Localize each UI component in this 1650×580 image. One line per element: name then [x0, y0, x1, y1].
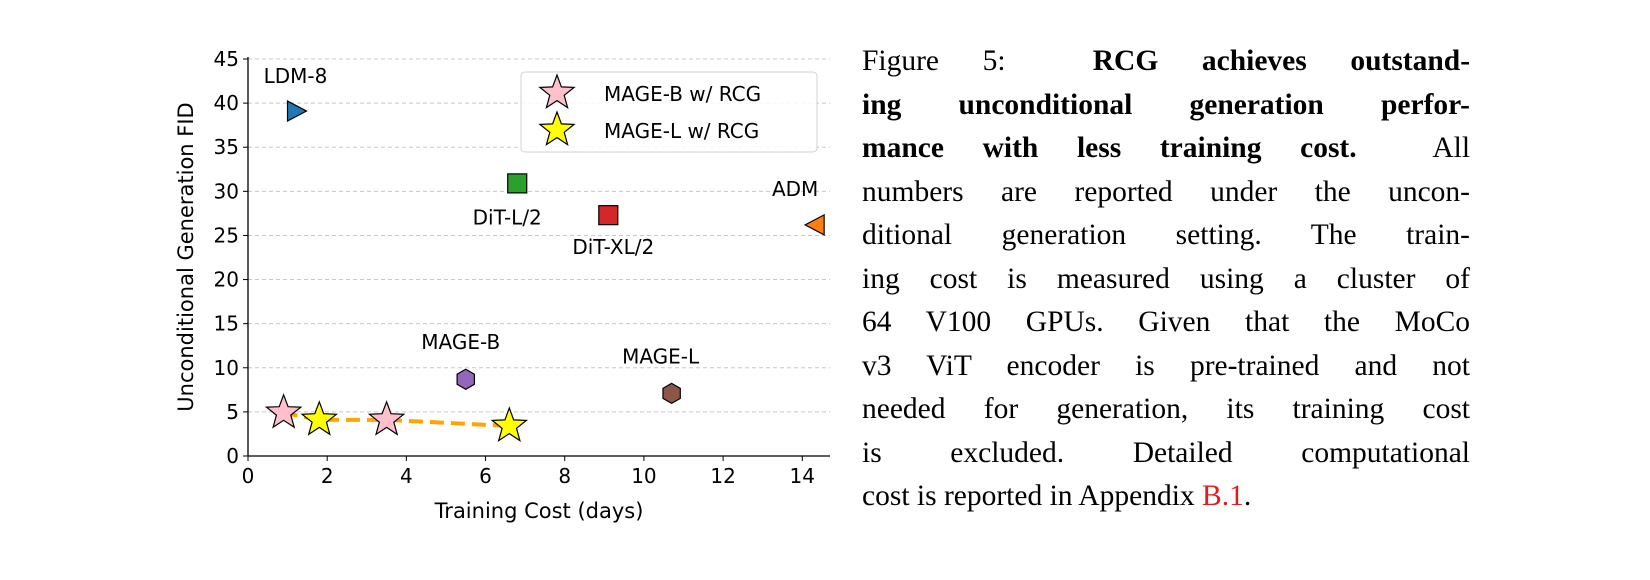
tick-labels: 0 5 10 15 20 25 30 35 40 45 0 2 4 6 8 10 12 14	[214, 47, 815, 488]
label-dit-xl-2: DiT-XL/2	[572, 235, 654, 259]
x-tick-label: 12	[710, 464, 735, 488]
label-ldm-8: LDM-8	[264, 64, 328, 88]
star-point-mage-l-rcg	[300, 400, 339, 436]
y-axis-label: Unconditional Generation FID	[174, 102, 198, 411]
figure-caption: Figure 5: RCG achieves outstand- ing unc…	[862, 40, 1470, 519]
marker-adm	[803, 213, 825, 236]
x-tick-label: 4	[400, 464, 413, 488]
y-tick-label: 40	[214, 91, 239, 115]
x-tick-label: 2	[321, 464, 334, 488]
marker-dit-l-2	[507, 173, 528, 194]
caption-text: ing cost is measured using a cluster of	[862, 262, 1470, 295]
caption-text: All	[1432, 132, 1471, 164]
y-tick-label: 20	[214, 268, 239, 292]
caption-text: numbers are reported under the uncon-	[862, 175, 1470, 208]
y-tick-label: 0	[226, 444, 239, 468]
y-tick-label: 30	[214, 179, 239, 203]
appendix-link[interactable]: B.1	[1202, 480, 1244, 512]
y-tick-label: 5	[226, 400, 239, 424]
axes	[243, 57, 830, 461]
trend-line	[283, 410, 510, 429]
legend-star-icon	[538, 73, 576, 109]
caption-text: ditional generation setting. The train-	[862, 219, 1470, 251]
caption-text: 64 V100 GPUs. Given that the MoCo	[862, 306, 1470, 338]
x-tick-label: 14	[790, 464, 815, 488]
data-marks: LDM-8 DiT-L/2 DiT-XL/2 ADM MAGE-B MAGE-L	[264, 64, 825, 442]
star-point-mage-l-rcg	[490, 406, 529, 442]
caption-text: is excluded. Detailed computational	[862, 436, 1470, 469]
y-tick-label: 25	[214, 223, 239, 247]
y-tick-label: 35	[214, 135, 239, 159]
scatter-chart: 0 5 10 15 20 25 30 35 40 45 0 2 4 6 8 10 12 14 LDM-8 DiT-L…	[174, 47, 830, 523]
caption-text: v3 ViT encoder is pre-trained and not	[862, 349, 1470, 382]
legend-label-mage-l-rcg: MAGE-L w/ RCG	[604, 119, 759, 143]
x-tick-label: 6	[479, 464, 492, 488]
caption-text: cost is reported in Appendix	[862, 480, 1195, 512]
x-tick-label: 8	[558, 464, 571, 488]
marker-ldm-8	[286, 100, 308, 123]
figure-label: Figure 5:	[862, 45, 1006, 77]
x-tick-label: 10	[631, 464, 656, 488]
label-adm: ADM	[772, 177, 818, 201]
caption-bold: ing unconditional generation perfor-	[862, 88, 1470, 121]
marker-mage-l	[662, 382, 681, 405]
legend: MAGE-B w/ RCG MAGE-L w/ RCG	[520, 71, 818, 153]
x-axis-label: Training Cost (days)	[434, 499, 644, 523]
caption-bold: mance with less training cost.	[862, 132, 1357, 164]
label-mage-b: MAGE-B	[421, 330, 500, 354]
caption-text: needed for generation, its training cost	[862, 393, 1470, 425]
y-tick-label: 45	[214, 47, 239, 71]
legend-star-icon	[538, 110, 576, 146]
label-mage-l: MAGE-L	[622, 344, 700, 368]
y-tick-label: 15	[214, 312, 239, 336]
marker-mage-b	[456, 368, 476, 390]
star-point-mage-b-rcg	[367, 400, 406, 436]
legend-label-mage-b-rcg: MAGE-B w/ RCG	[604, 82, 761, 106]
caption-text: .	[1243, 480, 1252, 512]
legend-box	[520, 71, 818, 153]
star-point-mage-b-rcg	[264, 393, 303, 429]
caption-bold: RCG achieves outstand-	[1092, 45, 1471, 77]
label-dit-l-2: DiT-L/2	[473, 205, 542, 229]
x-tick-label: 0	[242, 464, 255, 488]
y-tick-label: 10	[214, 356, 239, 380]
marker-dit-xl-2	[598, 205, 619, 226]
